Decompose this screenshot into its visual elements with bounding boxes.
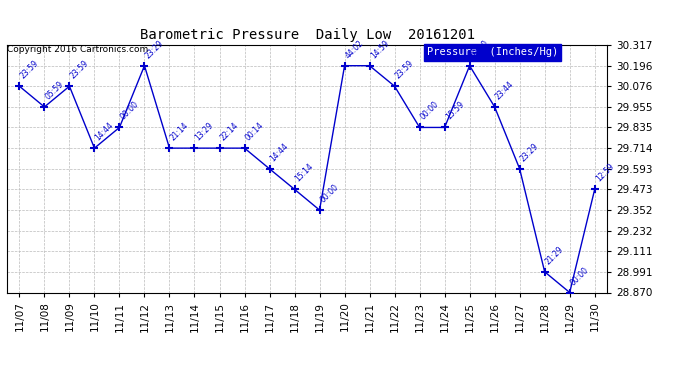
- Title: Barometric Pressure  Daily Low  20161201: Barometric Pressure Daily Low 20161201: [139, 28, 475, 42]
- Text: 21:14: 21:14: [168, 121, 190, 142]
- Text: 23:59: 23:59: [19, 59, 41, 81]
- Text: 05:59: 05:59: [43, 80, 66, 101]
- Text: 21:29: 21:29: [544, 244, 566, 266]
- Text: 23:44: 23:44: [494, 80, 515, 101]
- Text: 00:00: 00:00: [469, 38, 491, 60]
- Text: 23:59: 23:59: [394, 59, 415, 81]
- Text: 15:59: 15:59: [444, 100, 466, 122]
- Text: Pressure  (Inches/Hg): Pressure (Inches/Hg): [427, 48, 558, 57]
- Text: Copyright 2016 Cartronics.com: Copyright 2016 Cartronics.com: [7, 45, 148, 54]
- Text: 00:00: 00:00: [569, 265, 591, 287]
- Text: 00:00: 00:00: [419, 100, 441, 122]
- Text: 14:59: 14:59: [368, 38, 391, 60]
- Text: 14:44: 14:44: [94, 121, 115, 142]
- Text: 22:14: 22:14: [219, 121, 240, 142]
- Text: 23:29: 23:29: [519, 141, 540, 163]
- Text: 00:14: 00:14: [244, 121, 266, 142]
- Text: 00:00: 00:00: [319, 183, 341, 204]
- Text: 23:59: 23:59: [68, 59, 90, 81]
- Text: 12:59: 12:59: [594, 162, 615, 184]
- Text: 14:44: 14:44: [268, 141, 290, 163]
- Text: 15:14: 15:14: [294, 162, 315, 184]
- Text: 44:02: 44:02: [344, 38, 366, 60]
- Text: 13:29: 13:29: [194, 121, 215, 142]
- Text: 00:00: 00:00: [119, 100, 141, 122]
- Text: 23:29: 23:29: [144, 38, 166, 60]
